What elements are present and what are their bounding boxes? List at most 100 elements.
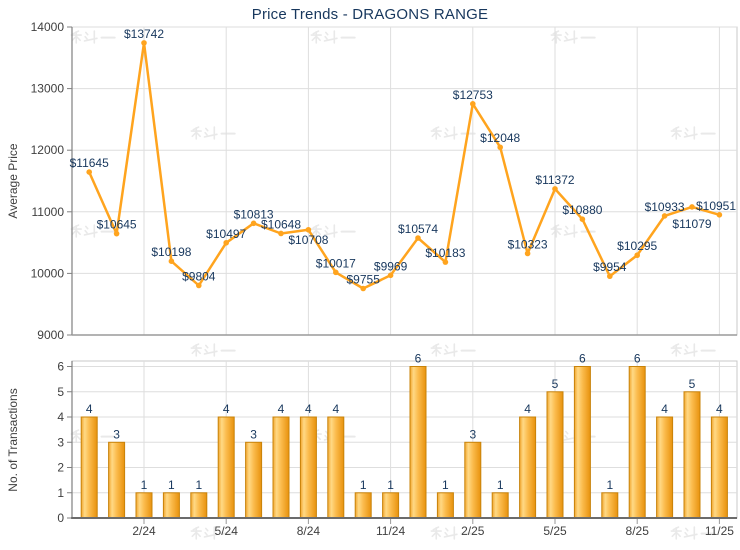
bar [135, 492, 153, 519]
data-point-label: $11079 [672, 217, 711, 231]
data-point-label: $10497 [206, 227, 246, 241]
price-line-chart: 9000 10000 11000 12000 13000 14000 $11645 $1064… [31, 20, 738, 342]
data-point-marker [223, 239, 229, 246]
bar-value-label: 5 [689, 377, 696, 391]
data-point-marker [524, 250, 531, 257]
transactions-axis-title: No. of Transactions [6, 388, 20, 491]
data-point-label: $10183 [425, 246, 465, 260]
bar-value-label: 1 [195, 478, 202, 492]
bar-value-label: 6 [579, 352, 586, 366]
y-tick-label: 13000 [31, 82, 65, 96]
data-point-label: $9804 [182, 269, 216, 283]
bar [683, 391, 701, 519]
data-point-label: $10295 [617, 239, 657, 253]
x-tick-label: 2/24 [132, 524, 156, 538]
bar [80, 416, 98, 519]
data-point-marker [552, 186, 558, 192]
data-point-label: $12048 [480, 131, 520, 145]
bar [108, 441, 126, 519]
bar-value-label: 3 [113, 427, 120, 441]
bar-value-label: 1 [168, 478, 175, 492]
data-point-marker [689, 204, 695, 210]
bar-value-label: 1 [387, 478, 394, 492]
data-point-marker [360, 285, 367, 292]
data-point-label: $10951 [696, 199, 736, 213]
watermark [70, 30, 116, 44]
bar-value-label: 4 [332, 402, 339, 416]
watermark [190, 343, 236, 357]
y-tick-label: 10000 [31, 266, 65, 280]
data-point-label: $10708 [288, 233, 328, 247]
y-tick-label: 3 [57, 435, 64, 449]
bar-value-label: 1 [141, 478, 148, 492]
y-tick-label: 4 [57, 410, 64, 424]
bar-value-label: 4 [278, 402, 285, 416]
data-point-marker [415, 235, 421, 241]
bar-value-label: 4 [661, 402, 668, 416]
bar [601, 492, 619, 519]
bar [245, 441, 263, 519]
bar [573, 366, 591, 519]
data-point-label: $10648 [261, 217, 301, 231]
y-tick-label: 5 [57, 385, 64, 399]
bar [272, 416, 290, 519]
x-tick-label: 11/25 [705, 524, 734, 538]
data-point-marker [333, 269, 339, 276]
bar [436, 492, 454, 519]
x-tick-label: 5/25 [543, 524, 567, 538]
bar-value-label: 3 [469, 427, 476, 441]
bar [409, 366, 427, 519]
data-point-label: $10323 [508, 238, 548, 252]
bar-value-label: 6 [415, 352, 422, 366]
data-point-marker [497, 144, 504, 151]
data-point-marker [113, 230, 120, 237]
price-axis-title: Average Price [6, 143, 20, 218]
x-tick-label: 2/25 [461, 524, 485, 538]
data-point-label: $10645 [97, 218, 137, 232]
x-tick-label: 5/24 [215, 524, 239, 538]
data-point-marker [387, 272, 394, 279]
bar [491, 492, 509, 519]
y-tick-label: 0 [57, 511, 64, 525]
bar [299, 416, 317, 519]
data-point-marker [250, 220, 257, 227]
bar [710, 416, 728, 519]
x-tick-label: 11/24 [376, 524, 405, 538]
y-tick-label: 12000 [31, 143, 65, 157]
bar [546, 391, 564, 519]
bar-value-label: 5 [552, 377, 559, 391]
bar [628, 366, 646, 519]
price-line [88, 41, 720, 290]
watermark [190, 126, 236, 140]
data-point-label: $12753 [453, 88, 493, 102]
data-point-label: $10813 [234, 207, 274, 221]
bar [519, 416, 537, 519]
chart-title: Price Trends - DRAGONS RANGE [251, 6, 489, 23]
data-point-marker [141, 40, 147, 46]
bar-value-label: 1 [442, 478, 449, 492]
bar-value-label: 6 [634, 352, 641, 366]
data-point-marker [86, 169, 92, 175]
data-point-label: $10017 [316, 256, 356, 270]
bar-value-label: 4 [716, 402, 723, 416]
y-tick-label: 14000 [31, 20, 65, 34]
watermark [670, 343, 716, 357]
data-point-marker [634, 252, 640, 259]
bar-value-label: 4 [223, 402, 230, 416]
data-point-label: $10933 [645, 200, 685, 214]
bar-value-label: 3 [250, 427, 257, 441]
data-point-marker [278, 230, 284, 237]
bar [354, 492, 372, 519]
data-point-marker [305, 226, 312, 233]
watermark [430, 343, 476, 357]
data-point-label: $9755 [347, 272, 381, 286]
data-point-marker [661, 213, 668, 219]
data-point-label: $13742 [124, 27, 164, 41]
bar-value-label: 1 [497, 478, 504, 492]
data-point-marker [168, 258, 175, 265]
bar [464, 441, 482, 519]
bar [656, 416, 674, 519]
